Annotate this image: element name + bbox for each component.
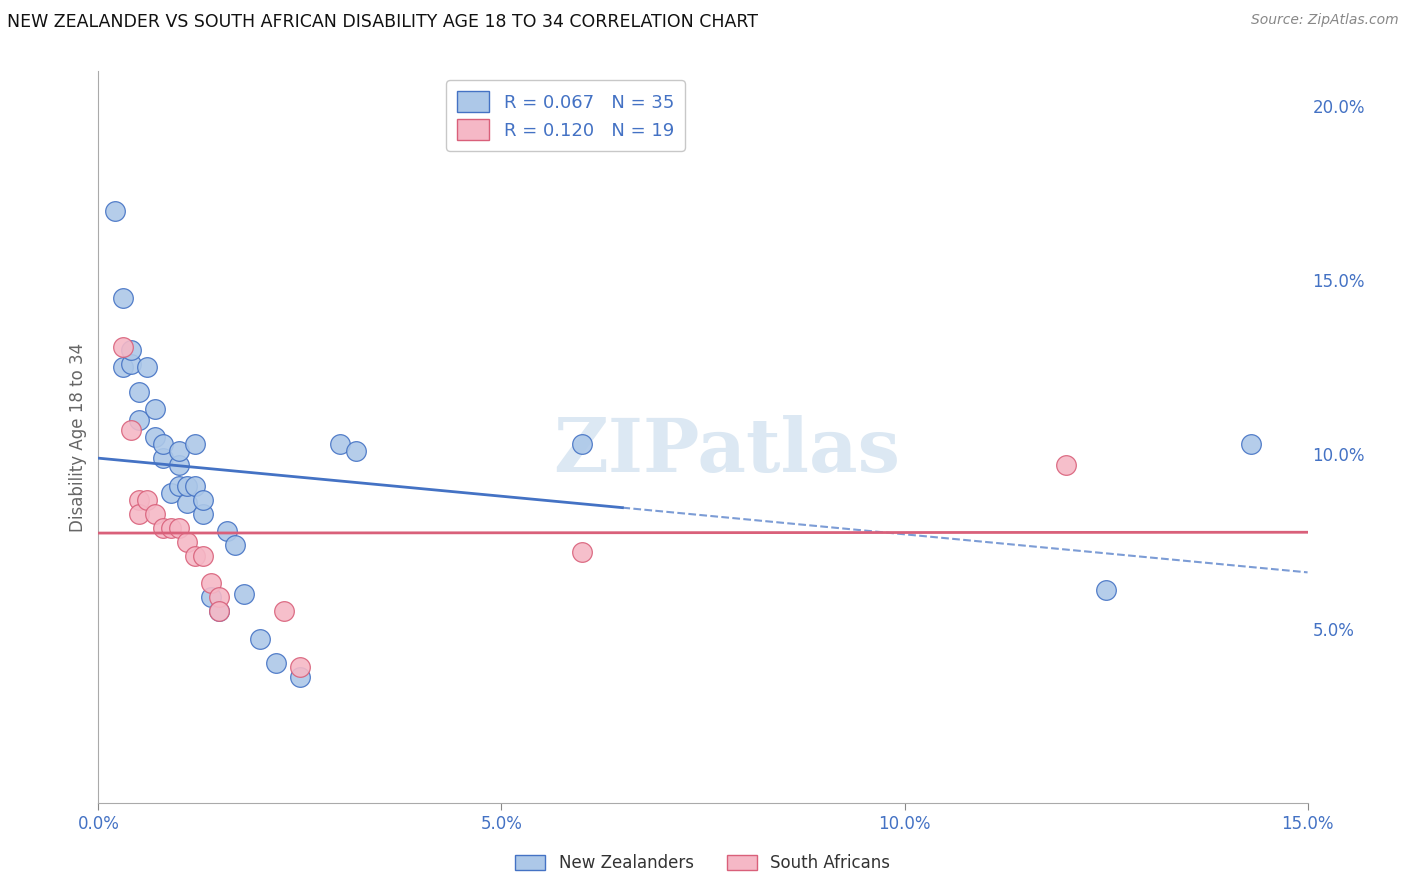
Point [273,604,295,618]
Point [208,604,231,618]
Point [176,479,198,493]
Point [176,496,198,510]
Point [143,507,166,521]
Point [111,291,134,305]
Text: NEW ZEALANDER VS SOUTH AFRICAN DISABILITY AGE 18 TO 34 CORRELATION CHART: NEW ZEALANDER VS SOUTH AFRICAN DISABILIT… [7,13,758,31]
Point [200,576,222,591]
Point [135,492,157,507]
Point [120,357,142,371]
Point [193,549,215,563]
Point [135,360,157,375]
Point [120,343,142,357]
Point [160,485,183,500]
Point [208,604,231,618]
Point [128,507,150,521]
Point [128,492,150,507]
Point [167,521,190,535]
Point [249,632,271,646]
Point [120,423,142,437]
Point [111,339,134,353]
Point [288,660,311,674]
Point [200,591,222,605]
Point [152,521,174,535]
Point [167,458,190,472]
Point [1095,583,1118,598]
Point [571,545,593,559]
Point [1054,458,1077,472]
Point [208,591,231,605]
Point [128,412,150,426]
Point [264,657,287,671]
Point [184,437,207,451]
Point [176,534,198,549]
Point [193,492,215,507]
Point [329,437,352,451]
Point [571,437,593,451]
Point [152,450,174,465]
Point [167,444,190,458]
Text: ZIPatlas: ZIPatlas [554,415,901,488]
Point [344,444,367,458]
Point [152,437,174,451]
Point [193,507,215,521]
Point [143,402,166,417]
Point [217,524,239,538]
Point [1240,437,1263,451]
Point [103,203,125,218]
Point [232,587,254,601]
Text: Source: ZipAtlas.com: Source: ZipAtlas.com [1251,13,1399,28]
Point [143,430,166,444]
Point [288,670,311,684]
Y-axis label: Disability Age 18 to 34: Disability Age 18 to 34 [69,343,87,532]
Point [184,549,207,563]
Point [184,479,207,493]
Point [160,521,183,535]
Point [128,384,150,399]
Point [167,479,190,493]
Point [224,538,246,552]
Point [111,360,134,375]
Legend: New Zealanders, South Africans: New Zealanders, South Africans [509,847,897,879]
